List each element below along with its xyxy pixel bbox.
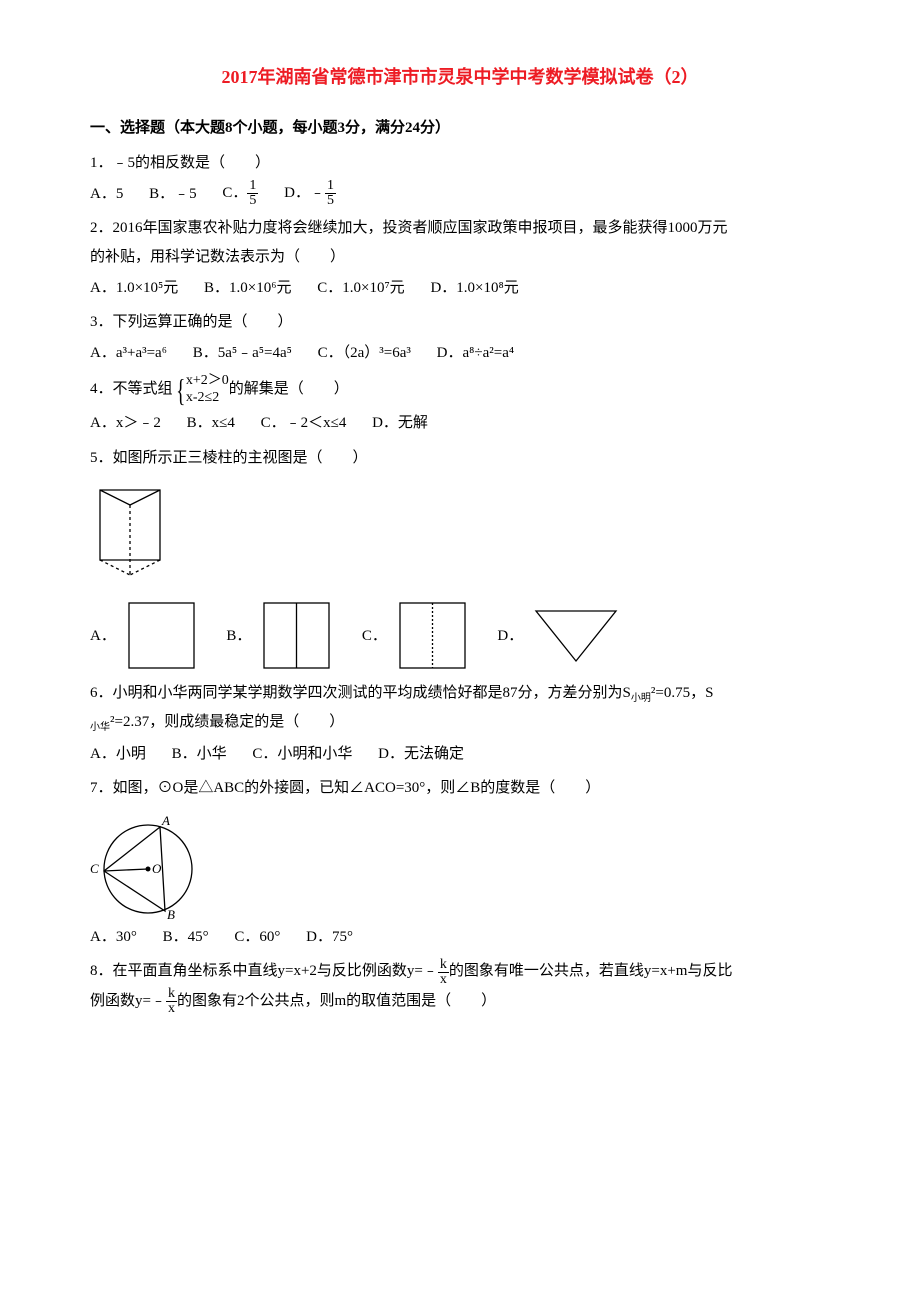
- q5-opt-a-figure: [124, 598, 199, 673]
- q5-prism-figure: [90, 480, 830, 590]
- label-o: O: [152, 861, 162, 876]
- q5-opt-d-figure: [531, 606, 621, 666]
- q6-options: A．小明 B．小华 C．小明和小华 D．无法确定: [90, 739, 830, 768]
- label-a: A: [161, 813, 170, 828]
- q2-opt-a: A．1.0×10⁵元: [90, 274, 178, 303]
- q6-line2: 小华²=2.37，则成绩最稳定的是（ ）: [90, 708, 830, 737]
- q7-figure: A B C O: [90, 811, 830, 921]
- triangular-prism-icon: [90, 480, 170, 590]
- left-brace: {: [176, 374, 185, 406]
- q5-text: 5．如图所示正三棱柱的主视图是（ ）: [90, 450, 368, 466]
- fraction: kx: [166, 987, 177, 1016]
- q4-opt-d: D．无解: [372, 409, 428, 438]
- q1-opt-b: B．﹣5: [149, 180, 197, 209]
- question-3: 3．下列运算正确的是（ ）: [90, 308, 830, 337]
- q4-opt-b: B．x≤4: [187, 409, 235, 438]
- q7-options: A．30° B．45° C．60° D．75°: [90, 923, 830, 952]
- question-2: 2．2016年国家惠农补贴力度将会继续加大，投资者顺应国家政策申报项目，最多能获…: [90, 214, 830, 243]
- q5-options-row: A． B． C． D．: [90, 598, 830, 673]
- q5-opt-d-label: D．: [497, 622, 523, 651]
- q2-line2: 的补贴，用科学记数法表示为（ ）: [90, 243, 830, 272]
- q8-line2-post: 的图象有2个公共点，则m的取值范围是（ ）: [177, 993, 496, 1009]
- q6-opt-a: A．小明: [90, 740, 146, 769]
- q5-opt-b-label: B．: [226, 622, 251, 651]
- q4-opt-a: A．x＞﹣2: [90, 409, 161, 438]
- question-8: 8．在平面直角坐标系中直线y=x+2与反比例函数y=﹣kx的图象有唯一公共点，若…: [90, 957, 830, 986]
- q6-line2-post: ²=2.37，则成绩最稳定的是（ ）: [110, 714, 344, 730]
- question-6: 6．小明和小华两同学某学期数学四次测试的平均成绩恰好都是87分，方差分别为S小明…: [90, 679, 830, 708]
- section-heading: 一、选择题（本大题8个小题，每小题3分，满分24分）: [90, 114, 830, 143]
- q5-opt-c-label: C．: [362, 622, 387, 651]
- q3-opt-a: A．a³+a³=a⁶: [90, 339, 167, 368]
- question-4: 4．不等式组{x+2＞0 x-2≤2 的解集是（ ）: [90, 373, 830, 407]
- q1-options: A．5 B．﹣5 C．15 D．﹣15: [90, 179, 830, 208]
- q3-opt-b: B．5a⁵﹣a⁵=4a⁵: [193, 339, 292, 368]
- q2-line1: 2．2016年国家惠农补贴力度将会继续加大，投资者顺应国家政策申报项目，最多能获…: [90, 220, 728, 236]
- inequality-group: {x+2＞0 x-2≤2: [173, 373, 229, 407]
- q5-opt-b-figure: [259, 598, 334, 673]
- exam-title: 2017年湖南省常德市津市市灵泉中学中考数学模拟试卷（2）: [90, 60, 830, 94]
- q7-opt-c: C．60°: [234, 923, 280, 952]
- q6-line1-pre: 6．小明和小华两同学某学期数学四次测试的平均成绩恰好都是87分，方差分别为S: [90, 685, 631, 701]
- q8-line2-pre: 例函数y=﹣: [90, 993, 166, 1009]
- q3-text: 3．下列运算正确的是（ ）: [90, 314, 293, 330]
- q6-line1-mid: ²=0.75，S: [651, 685, 714, 701]
- q2-opt-b: B．1.0×10⁶元: [204, 274, 291, 303]
- q6-sub1: 小明: [631, 693, 651, 704]
- q6-opt-b: B．小华: [172, 740, 227, 769]
- q4-options: A．x＞﹣2 B．x≤4 C．﹣2＜x≤4 D．无解: [90, 409, 830, 438]
- q8-line1-post: 的图象有唯一公共点，若直线y=x+m与反比: [449, 963, 733, 979]
- q4-eq2: x-2≤2: [186, 390, 219, 405]
- q7-text: 7．如图，⊙O是△ABC的外接圆，已知∠ACO=30°，则∠B的度数是（ ）: [90, 780, 600, 796]
- q6-opt-d: D．无法确定: [378, 740, 464, 769]
- q3-opt-c: C．（2a）³=6a³: [318, 339, 411, 368]
- q1-text: 1．﹣5的相反数是（ ）: [90, 155, 270, 171]
- label-b: B: [167, 907, 175, 921]
- q8-line1-pre: 8．在平面直角坐标系中直线y=x+2与反比例函数y=﹣: [90, 963, 438, 979]
- q4-opt-c: C．﹣2＜x≤4: [261, 409, 347, 438]
- q7-opt-b: B．45°: [163, 923, 209, 952]
- fraction: 15: [247, 179, 258, 208]
- q2-opt-d: D．1.0×10⁸元: [430, 274, 518, 303]
- question-7: 7．如图，⊙O是△ABC的外接圆，已知∠ACO=30°，则∠B的度数是（ ）: [90, 774, 830, 803]
- q1-optc-pre: C．: [222, 185, 247, 201]
- fraction: kx: [438, 958, 449, 987]
- q7-opt-a: A．30°: [90, 923, 137, 952]
- q3-options: A．a³+a³=a⁶ B．5a⁵﹣a⁵=4a⁵ C．（2a）³=6a³ D．a⁸…: [90, 339, 830, 368]
- label-c: C: [90, 861, 99, 876]
- q1-optd-pre: D．﹣: [284, 185, 325, 201]
- q1-opt-c: C．15: [222, 179, 258, 208]
- question-1: 1．﹣5的相反数是（ ）: [90, 149, 830, 178]
- q6-opt-c: C．小明和小华: [252, 740, 352, 769]
- q4-post: 的解集是（ ）: [229, 382, 349, 398]
- q4-eq1: x+2＞0: [186, 373, 229, 388]
- q6-sub2: 小华: [90, 722, 110, 733]
- q3-opt-d: D．a⁸÷a²=a⁴: [437, 339, 514, 368]
- q1-opt-a: A．5: [90, 180, 123, 209]
- q5-opt-c-figure: [395, 598, 470, 673]
- q2-options: A．1.0×10⁵元 B．1.0×10⁶元 C．1.0×10⁷元 D．1.0×1…: [90, 273, 830, 302]
- question-5: 5．如图所示正三棱柱的主视图是（ ）: [90, 444, 830, 473]
- q8-line2: 例函数y=﹣kx的图象有2个公共点，则m的取值范围是（ ）: [90, 987, 830, 1016]
- q1-opt-d: D．﹣15: [284, 179, 336, 208]
- q7-opt-d: D．75°: [306, 923, 353, 952]
- q5-opt-a-label: A．: [90, 622, 116, 651]
- fraction: 15: [325, 179, 336, 208]
- q4-pre: 4．不等式组: [90, 382, 173, 398]
- circumscribed-circle-icon: A B C O: [90, 811, 200, 921]
- q2-opt-c: C．1.0×10⁷元: [317, 274, 404, 303]
